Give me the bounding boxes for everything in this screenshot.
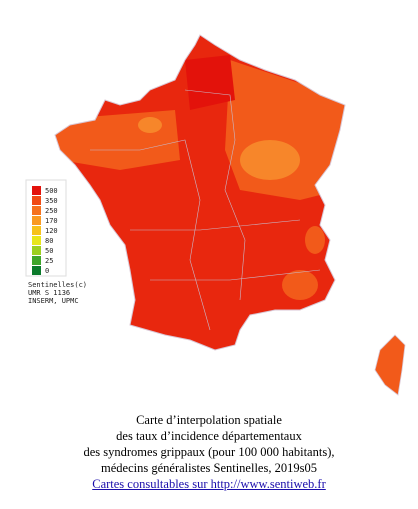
caption-line: médecins généralistes Sentinelles, 2019s… bbox=[101, 461, 317, 475]
legend-swatch bbox=[32, 226, 41, 235]
caption-line: des syndromes grippaux (pour 100 000 hab… bbox=[83, 445, 335, 459]
caption: Carte d’interpolation spatiale des taux d… bbox=[0, 412, 418, 492]
caption-line: Carte d’interpolation spatiale bbox=[136, 413, 282, 427]
caption-line: des taux d’incidence départementaux bbox=[116, 429, 302, 443]
legend-swatch bbox=[32, 206, 41, 215]
legend-label: 0 bbox=[45, 267, 49, 275]
credit-line: UMR S 1136 bbox=[28, 289, 70, 297]
legend-swatch bbox=[32, 236, 41, 245]
legend-label: 170 bbox=[45, 217, 58, 225]
legend-label: 25 bbox=[45, 257, 53, 265]
legend-swatch bbox=[32, 186, 41, 195]
legend-label: 120 bbox=[45, 227, 58, 235]
legend-label: 250 bbox=[45, 207, 58, 215]
legend-swatch bbox=[32, 256, 41, 265]
legend-swatch bbox=[32, 196, 41, 205]
sentiweb-link[interactable]: Cartes consultables sur http://www.senti… bbox=[92, 477, 326, 491]
legend-label: 350 bbox=[45, 197, 58, 205]
france-map bbox=[55, 35, 345, 350]
corsica bbox=[374, 334, 406, 396]
legend-label: 50 bbox=[45, 247, 53, 255]
credit-line: INSERM, UPMC bbox=[28, 297, 79, 305]
legend-swatch bbox=[32, 266, 41, 275]
legend-label: 500 bbox=[45, 187, 58, 195]
caption-lines: Carte d’interpolation spatiale des taux d… bbox=[0, 412, 418, 476]
legend-swatch bbox=[32, 216, 41, 225]
credit-line: Sentinelles(c) bbox=[28, 281, 87, 289]
legend-label: 80 bbox=[45, 237, 53, 245]
legend-swatch bbox=[32, 246, 41, 255]
france-outline bbox=[54, 34, 346, 351]
